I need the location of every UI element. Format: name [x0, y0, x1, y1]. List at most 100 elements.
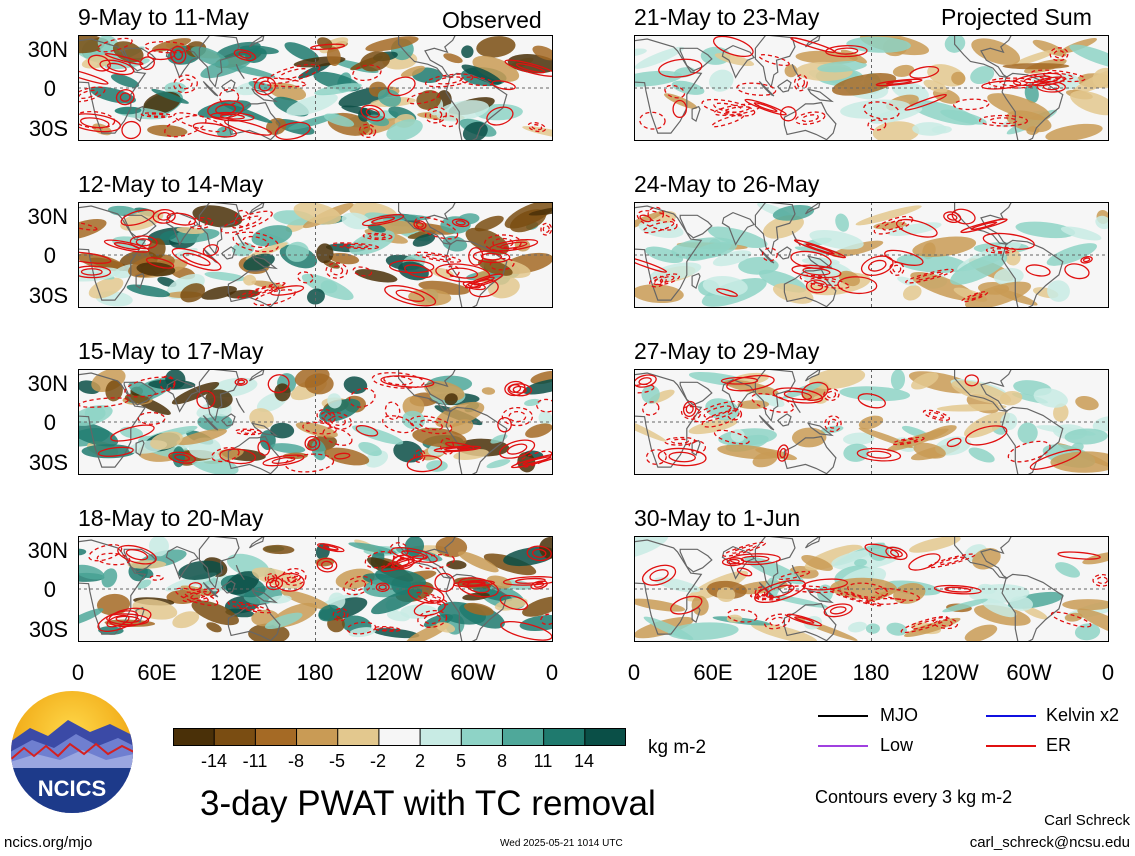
er-contour — [269, 579, 280, 588]
er-contour — [1036, 80, 1066, 93]
anomaly-blob — [110, 74, 140, 88]
er-contour — [1080, 255, 1093, 264]
er-contour — [113, 242, 140, 251]
er-contour — [824, 415, 842, 433]
anomaly-blob — [128, 381, 155, 397]
er-contour — [642, 220, 675, 234]
er-contour — [110, 424, 155, 442]
er-contour — [713, 429, 750, 445]
er-contour — [224, 119, 272, 136]
coastline — [805, 202, 821, 215]
er-contour — [466, 581, 490, 594]
colorbar-swatch — [255, 728, 298, 746]
er-contour — [373, 626, 401, 632]
er-contour — [389, 259, 435, 274]
er-contour — [810, 282, 824, 291]
er-contour — [424, 73, 474, 88]
anomaly-blob — [835, 213, 849, 232]
er-contour — [219, 448, 257, 465]
anomaly-blob — [1017, 422, 1038, 444]
anomaly-blob — [365, 36, 419, 52]
anomaly-blob — [854, 558, 867, 567]
anomaly-blob — [204, 271, 246, 282]
coastline — [1001, 573, 1064, 642]
er-contour — [170, 45, 187, 64]
panel-title-6: 24-May to 26-May — [634, 171, 820, 197]
y-tick-30n-row2: 30N — [27, 204, 68, 229]
er-contour — [152, 208, 176, 224]
anomaly-blob — [180, 283, 206, 303]
er-contour — [892, 264, 902, 274]
er-contour — [182, 587, 220, 603]
anomaly-blob — [200, 55, 253, 79]
coastline — [250, 88, 278, 103]
anomaly-blob — [641, 385, 660, 404]
panel-title-3: 15-May to 17-May — [78, 338, 264, 364]
er-contour — [964, 374, 979, 387]
er-contour — [390, 547, 438, 563]
er-contour — [139, 56, 155, 71]
anomaly-blob — [461, 64, 502, 85]
er-contour — [732, 544, 757, 554]
er-contour — [304, 436, 321, 451]
anomaly-blob — [474, 215, 504, 232]
er-contour — [970, 221, 998, 231]
anomaly-blob — [911, 372, 939, 390]
coastline — [135, 272, 145, 290]
er-contour — [462, 281, 486, 291]
er-contour — [414, 216, 459, 240]
anomaly-blob — [328, 252, 360, 265]
anomaly-blob — [1050, 451, 1109, 473]
er-contour — [636, 210, 678, 231]
er-contour — [508, 384, 522, 393]
er-contour — [685, 404, 694, 414]
coastline — [198, 369, 240, 423]
map-frame — [634, 369, 1109, 475]
er-contour — [267, 575, 275, 582]
coastline — [123, 214, 157, 239]
er-contour — [664, 84, 686, 99]
er-contour — [232, 231, 280, 253]
er-contour — [343, 575, 373, 596]
er-contour — [736, 82, 777, 96]
er-contour — [890, 549, 903, 558]
colorbar — [173, 728, 626, 746]
anomaly-blob — [1002, 63, 1070, 70]
anomaly-blob — [1015, 221, 1076, 239]
coastline — [250, 422, 278, 437]
er-contour — [500, 620, 553, 641]
anomaly-blob — [923, 79, 948, 93]
x-tick-right-60w: 60W — [1006, 660, 1052, 685]
er-contour — [780, 106, 797, 122]
x-tick-left-120w: 120W — [365, 660, 423, 685]
footer-email[interactable]: carl_schreck@ncsu.edu — [969, 834, 1130, 851]
er-contour — [659, 275, 675, 283]
er-contour — [938, 619, 953, 627]
footer-url[interactable]: ncics.org/mjo — [4, 834, 93, 851]
er-contour — [905, 268, 954, 284]
coastline — [806, 422, 834, 437]
anomaly-blob — [114, 106, 142, 115]
er-contour — [257, 440, 271, 456]
er-contour — [278, 68, 309, 80]
er-contour — [262, 454, 305, 467]
er-contour — [219, 113, 245, 120]
anomaly-blob — [150, 431, 183, 450]
anomaly-blob — [1074, 623, 1101, 641]
coastline — [250, 589, 278, 604]
anomaly-blob — [78, 564, 105, 580]
er-contour — [174, 454, 190, 462]
anomaly-blob — [964, 281, 1032, 308]
anomaly-blob — [206, 622, 222, 633]
anomaly-blob — [192, 205, 243, 228]
er-contour — [933, 584, 982, 595]
er-contour — [381, 555, 425, 573]
er-contour — [320, 560, 333, 570]
anomaly-blob — [318, 604, 340, 622]
er-contour — [967, 293, 983, 301]
er-contour — [78, 86, 106, 103]
er-contour — [108, 607, 152, 628]
er-contour — [480, 252, 503, 261]
anomaly-blob — [892, 64, 915, 77]
anomaly-blob — [886, 428, 949, 452]
